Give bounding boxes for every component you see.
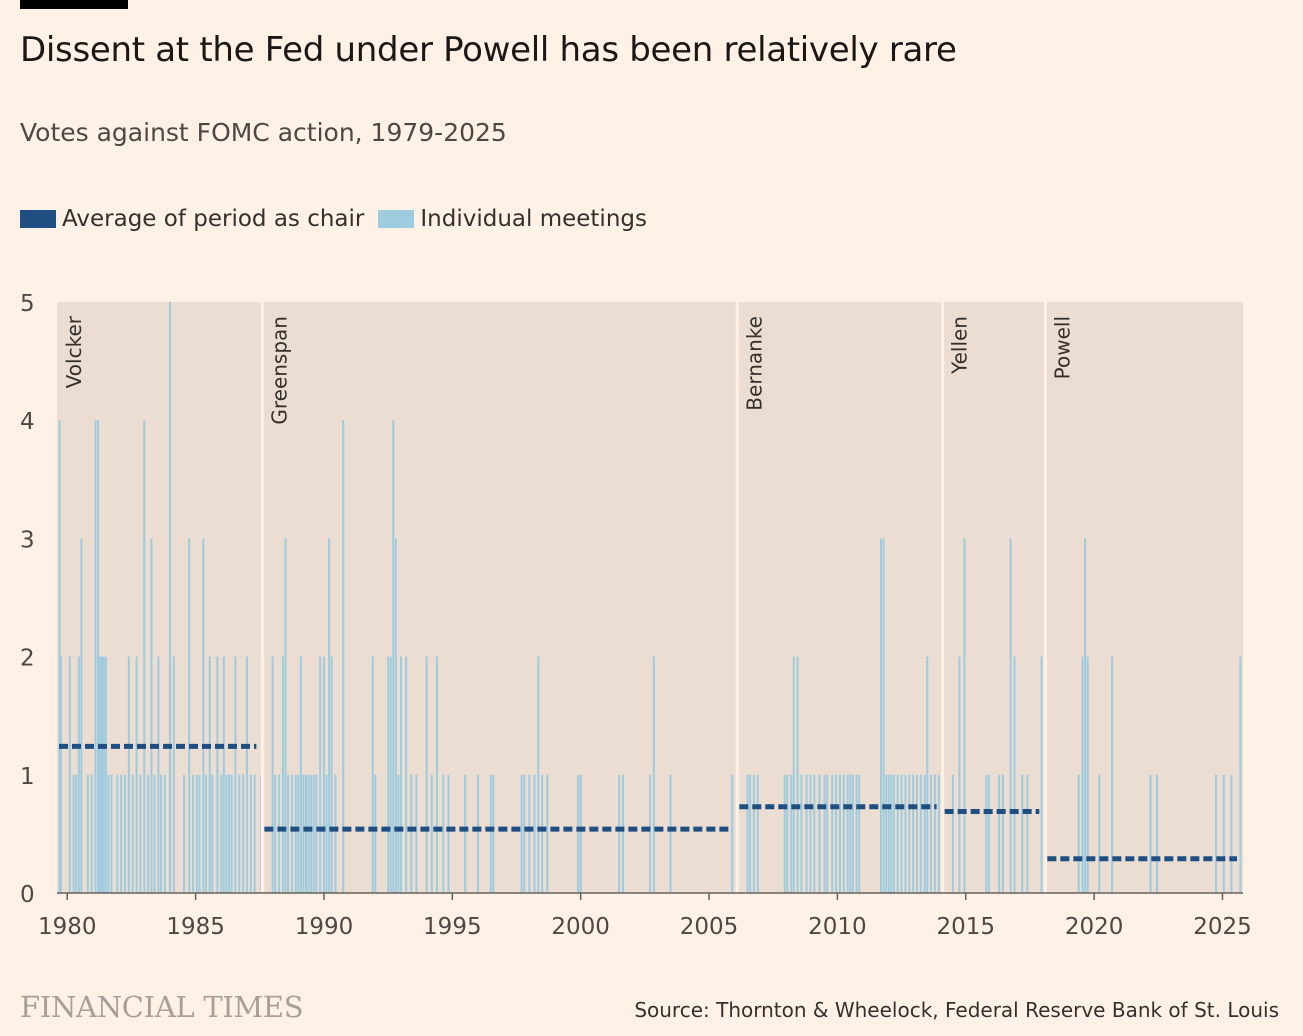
chair-label-volcker: Volcker [62,315,86,388]
x-tick-label: 2020 [1065,914,1124,940]
chair-label-greenspan: Greenspan [267,316,291,425]
chart-title: Dissent at the Fed under Powell has been… [20,30,957,70]
y-tick-label: 1 [20,764,35,790]
chair-panel-powell [1045,302,1243,893]
ft-accent-bar [20,0,128,9]
y-tick-label: 3 [20,527,35,553]
chair-label-yellen: Yellen [948,316,972,375]
x-tick-label: 2015 [936,914,995,940]
chair-label-powell: Powell [1050,316,1074,379]
legend-label-meetings: Individual meetings [420,206,647,232]
legend: Average of period as chair Individual me… [20,206,661,232]
y-tick-label: 2 [20,646,35,672]
chart-plot: Volcker Greenspan Bernanke Yellen Powell 0 1 2… [20,291,1252,940]
x-tick-label: 1990 [295,914,354,940]
chair-panel-greenspan [262,302,738,893]
legend-swatch-average [20,210,56,228]
x-tick-label: 2005 [680,914,739,940]
legend-swatch-meetings [378,210,415,228]
x-tick-label: 2000 [551,914,610,940]
y-tick-label: 4 [20,409,35,435]
x-tick-label: 1985 [166,914,225,940]
x-tick-label: 1995 [423,914,482,940]
y-tick-label: 5 [20,291,35,317]
chair-label-bernanke: Bernanke [742,316,766,411]
source-note: Source: Thornton & Wheelock, Federal Res… [634,998,1279,1022]
x-tick-label: 2010 [808,914,867,940]
legend-label-average: Average of period as chair [62,206,365,232]
y-tick-label: 0 [20,882,35,908]
chart-subtitle: Votes against FOMC action, 1979-2025 [20,118,507,147]
x-tick-label: 2025 [1193,914,1252,940]
legend-item-average: Average of period as chair [20,206,364,232]
chair-panel-yellen [942,302,1046,893]
x-tick-label: 1980 [38,914,97,940]
legend-item-meetings: Individual meetings [378,206,647,232]
ft-logo: FINANCIAL TIMES [20,990,304,1024]
